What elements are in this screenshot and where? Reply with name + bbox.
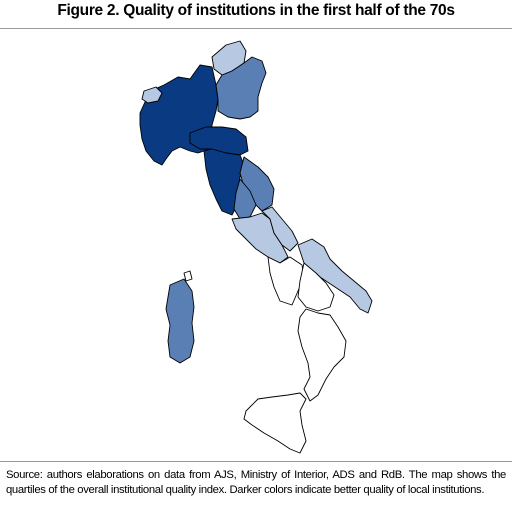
region-sardinia: [165, 278, 195, 364]
region-lazio: [231, 212, 289, 264]
figure-title: Figure 2. Quality of institutions in the…: [57, 2, 455, 19]
region-sicily: [243, 392, 307, 454]
region-calabria: [297, 308, 347, 402]
region-northeast: [215, 56, 267, 120]
map-caption: Source: authors elaborations on data fro…: [6, 469, 506, 496]
map-frame: [0, 28, 512, 462]
region-abruzzo: [261, 206, 299, 252]
region-campania: [267, 256, 305, 306]
region-corsica-tip: [183, 270, 193, 282]
region-northwest-small: [141, 86, 163, 104]
italy-map: [139, 40, 373, 454]
region-basilicata: [297, 262, 335, 312]
region-marche: [239, 156, 275, 212]
region-emilia: [189, 126, 249, 156]
